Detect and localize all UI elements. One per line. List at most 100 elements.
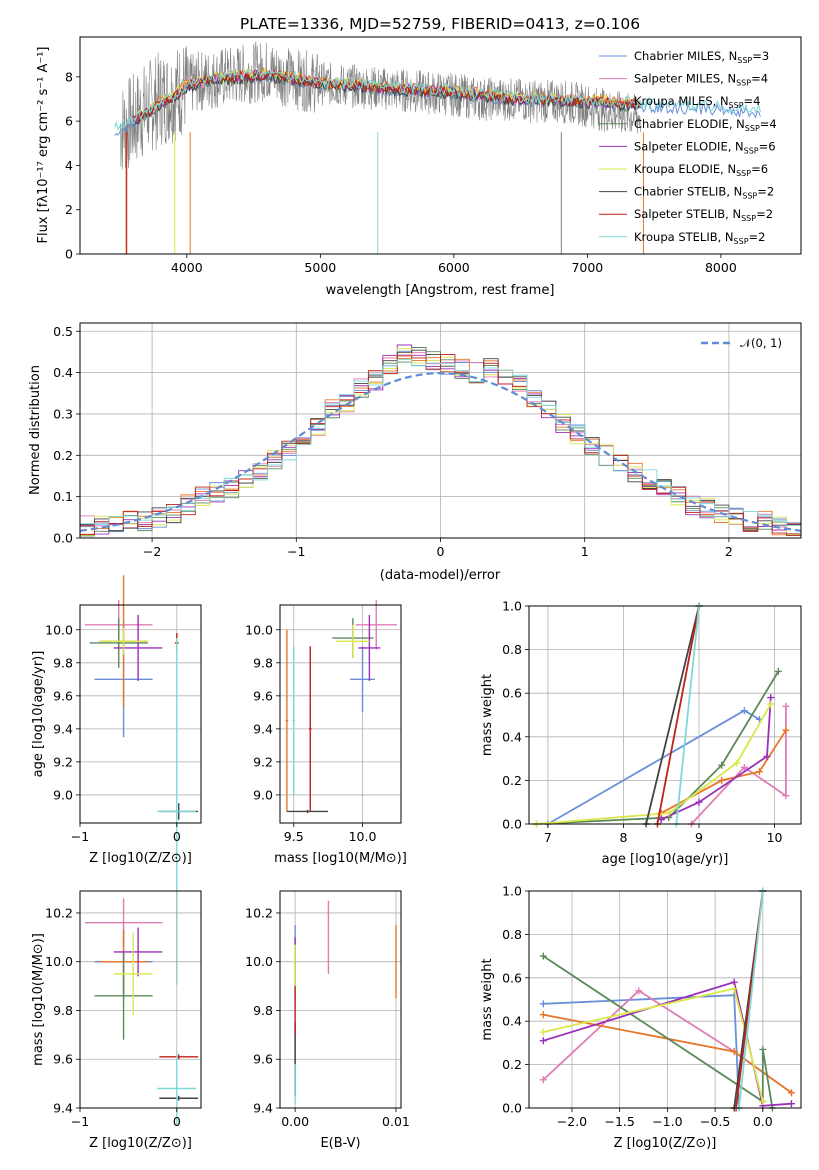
mass-weight-line <box>536 670 780 825</box>
mass-vs-z-panel: −1 0 9.4 9.6 9.8 10.0 10.2 Z [log10(Z/Z⊙)] mass … <box>31 890 202 1151</box>
weight-age-y-label: mass weight <box>480 674 495 756</box>
residual-histogram <box>80 359 801 526</box>
mass-weight-marker <box>740 763 748 771</box>
x-tick-label: 7 <box>544 830 552 845</box>
model-spectrum-line <box>114 68 761 132</box>
y-tick-label: 2 <box>65 202 73 217</box>
mass-weight-line <box>645 605 700 825</box>
x-tick-label: 0.01 <box>382 1114 410 1129</box>
mass-weight-marker <box>635 987 643 995</box>
x-tick-label: 8000 <box>705 260 737 275</box>
mass-weight-line <box>660 697 772 821</box>
y-tick-label: 9.4 <box>53 721 73 736</box>
mass-weight-marker <box>718 776 726 784</box>
mass-weight-marker <box>539 1076 547 1084</box>
y-tick-label: 6 <box>65 114 73 129</box>
x-tick-label: 5000 <box>304 260 336 275</box>
mass-z-x-label: Z [log10(Z/Z⊙)] <box>89 1136 192 1151</box>
observed-spectrum-line <box>119 41 642 170</box>
y-tick-label: 0.6 <box>502 970 522 985</box>
mass-weight-marker <box>782 726 790 734</box>
mass-weight-marker <box>782 792 790 800</box>
age-mass-x-label: mass [log10(M/M⊙)] <box>274 851 407 866</box>
axes-frame <box>279 604 402 824</box>
y-tick-label: 9.6 <box>53 1052 73 1067</box>
spectrum-x-label: wavelength [Angstrom, rest frame] <box>326 283 555 298</box>
y-tick-label: 0.4 <box>53 365 73 380</box>
mass-weight-marker <box>763 752 771 760</box>
mass-weight-marker <box>539 1011 547 1019</box>
y-tick-label: 9.2 <box>53 754 73 769</box>
residual-histograms <box>79 344 802 537</box>
mass-weight-marker <box>767 700 775 708</box>
y-tick-label: 10.2 <box>45 905 73 920</box>
y-tick-label: 9.0 <box>53 787 73 802</box>
y-tick-label: 9.8 <box>253 1003 273 1018</box>
mass-weight-marker <box>539 1028 547 1036</box>
x-tick-label: 4000 <box>171 260 203 275</box>
x-tick-label: 2 <box>725 544 733 559</box>
y-tick-label: 9.4 <box>53 1101 73 1116</box>
y-tick-label: 0.5 <box>53 324 73 339</box>
x-tick-label: 8 <box>619 830 627 845</box>
x-tick-label: 6000 <box>438 260 470 275</box>
x-tick-label: 0 <box>173 1114 181 1129</box>
axes-frame <box>528 605 802 825</box>
y-tick-label: 0.1 <box>53 489 73 504</box>
mass-weight-marker <box>759 1045 767 1053</box>
residual-y-label: Normed distribution <box>28 365 43 495</box>
y-tick-label: 9.8 <box>53 1003 73 1018</box>
residual-ticks: −2 −1 0 1 2 0.0 0.1 0.2 0.3 0.4 0.5 <box>53 324 733 559</box>
y-tick-label: 9.6 <box>253 1052 273 1067</box>
mass-vs-ebv-panel: 0.00 0.01 9.4 9.6 9.8 10.0 10.2 E(B-V) <box>245 890 410 1151</box>
y-tick-label: 0.2 <box>53 448 73 463</box>
mass-weight-line <box>543 987 764 1102</box>
weight-z-y-label: mass weight <box>480 958 495 1040</box>
mass-weight-marker <box>539 1037 547 1045</box>
mass-weight-line <box>738 890 764 1109</box>
residual-x-label: (data-model)/error <box>380 568 501 583</box>
mass-weight-line <box>542 955 774 1109</box>
x-tick-label: −1.0 <box>652 1114 682 1129</box>
y-tick-label: 0.0 <box>53 531 73 546</box>
y-tick-label: 0.2 <box>502 1057 522 1072</box>
y-tick-label: 9.6 <box>253 688 273 703</box>
spectrum-legend: Chabrier MILES, NSSP=3 Salpeter MILES, NS… <box>599 49 777 246</box>
mass-weight-marker <box>740 707 748 715</box>
x-tick-label: −1 <box>71 829 89 844</box>
age-z-y-label: age [log10(age/yr)] <box>31 651 46 778</box>
y-tick-label: 10.0 <box>245 622 273 637</box>
y-tick-label: 9.0 <box>253 787 273 802</box>
y-tick-label: 0.0 <box>502 817 522 832</box>
mass-z-y-label: mass [log10(M/M⊙)] <box>31 933 46 1066</box>
mass-weight-marker <box>787 1100 795 1108</box>
age-z-x-label: Z [log10(Z/Z⊙)] <box>89 851 192 866</box>
mass-weight-marker <box>695 798 703 806</box>
weight-vs-z-panel: −2.0 −1.5 −1.0 −0.5 0.0 0.0 0.2 0.4 0.6 0.8 1.0 Z [… <box>480 884 802 1151</box>
mass-weight-marker <box>665 809 673 817</box>
y-tick-label: 1.0 <box>502 884 522 899</box>
x-tick-label: −0.5 <box>700 1114 730 1129</box>
y-tick-label: 10.0 <box>45 622 73 637</box>
axes-frame <box>279 890 402 1109</box>
mass-weight-marker <box>767 694 775 702</box>
spectrum-ticks: 4000 5000 6000 7000 8000 0 2 4 6 8 <box>65 69 737 275</box>
mass-weight-marker <box>755 768 763 776</box>
y-tick-label: 9.6 <box>53 688 73 703</box>
mass-weight-marker <box>539 1000 547 1008</box>
x-tick-label: 1 <box>581 544 589 559</box>
legend-label: Chabrier ELODIE, NSSP=4 <box>634 117 777 133</box>
x-tick-label: −2 <box>143 544 161 559</box>
y-tick-label: 9.2 <box>253 754 273 769</box>
legend-label: Kroupa STELIB, NSSP=2 <box>634 230 765 246</box>
mass-weight-marker <box>759 1097 767 1105</box>
y-tick-label: 4 <box>65 158 73 173</box>
y-tick-label: 10.2 <box>245 905 273 920</box>
mass-weight-marker <box>782 702 790 710</box>
y-tick-label: 8 <box>65 69 73 84</box>
mass-weight-marker <box>787 1089 795 1097</box>
spectrum-lines <box>114 41 761 254</box>
mass-weight-marker <box>718 761 726 769</box>
mass-weight-marker <box>730 985 738 993</box>
